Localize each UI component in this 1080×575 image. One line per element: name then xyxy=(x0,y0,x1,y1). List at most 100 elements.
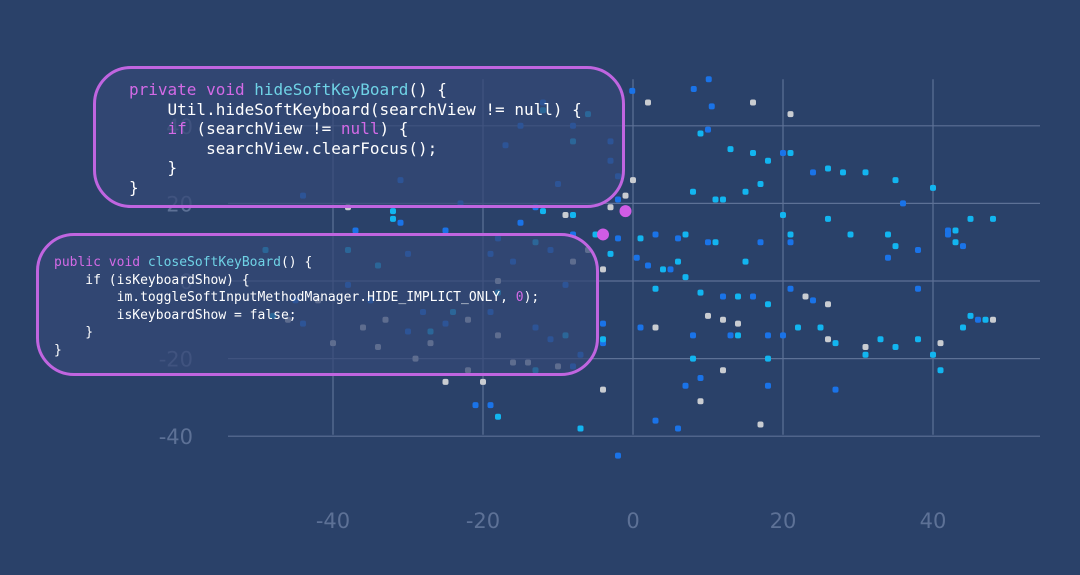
data-point xyxy=(629,87,636,94)
data-point xyxy=(750,99,756,106)
data-point xyxy=(750,149,756,156)
data-point xyxy=(652,231,659,238)
data-point xyxy=(652,285,659,292)
data-point xyxy=(930,184,936,191)
data-point xyxy=(697,398,704,405)
data-point xyxy=(697,375,704,381)
data-point xyxy=(615,452,621,459)
data-point xyxy=(727,332,734,339)
data-point xyxy=(757,421,764,428)
code-text: ); xyxy=(523,290,540,305)
data-point xyxy=(840,169,846,176)
data-point xyxy=(540,208,546,215)
data-point xyxy=(765,382,771,389)
data-point xyxy=(780,212,786,219)
code-number: 0 xyxy=(515,290,524,305)
data-point xyxy=(900,200,906,207)
data-point xyxy=(810,297,816,304)
data-point xyxy=(967,215,974,222)
data-point xyxy=(787,239,794,246)
data-point xyxy=(570,212,576,219)
data-point xyxy=(690,188,696,195)
code-box-hide-soft-keyboard xyxy=(93,66,625,208)
data-point xyxy=(810,169,816,176)
data-point xyxy=(637,235,644,242)
data-point xyxy=(697,289,704,296)
data-point xyxy=(720,316,726,323)
code-keyword: private void xyxy=(129,80,255,99)
data-point xyxy=(930,351,936,358)
code-text xyxy=(129,119,168,138)
data-point xyxy=(787,231,794,238)
data-point xyxy=(952,239,959,246)
data-point xyxy=(577,425,584,432)
x-tick-label: 0 xyxy=(626,509,639,533)
data-point xyxy=(727,146,734,153)
data-point xyxy=(630,177,636,184)
data-point xyxy=(633,254,640,261)
code-line: private void hideSoftKeyBoard() { xyxy=(129,80,447,99)
data-point xyxy=(862,351,869,358)
data-point xyxy=(705,126,711,133)
data-point xyxy=(600,336,606,343)
data-point xyxy=(795,324,801,331)
data-point xyxy=(862,343,869,350)
data-point xyxy=(472,402,479,409)
data-point xyxy=(442,227,449,234)
data-point xyxy=(847,231,854,238)
code-line: im.toggleSoftInputMethodManager.HIDE_IMP… xyxy=(54,290,540,305)
code-function-name: closeSoftKeyBoard xyxy=(147,255,281,270)
data-point xyxy=(645,99,651,106)
data-point xyxy=(615,196,621,203)
highlight-marker xyxy=(597,228,609,241)
data-point xyxy=(720,196,726,203)
data-point xyxy=(622,192,629,199)
data-point xyxy=(787,149,794,156)
data-point xyxy=(885,231,891,238)
x-tick-label: -40 xyxy=(316,509,350,533)
data-point xyxy=(735,293,741,300)
data-point xyxy=(607,204,614,211)
data-point xyxy=(600,320,606,327)
data-point xyxy=(892,177,899,184)
data-point xyxy=(615,235,621,242)
data-point xyxy=(397,219,404,226)
code-line: if (isKeyboardShow) { xyxy=(54,272,250,288)
data-point xyxy=(825,336,831,343)
code-keyword: null xyxy=(340,119,380,138)
data-point xyxy=(937,340,944,347)
code-text: ) { xyxy=(379,119,409,138)
data-point xyxy=(480,378,486,385)
data-point xyxy=(757,239,764,246)
code-text: (searchView != xyxy=(186,119,341,138)
data-point xyxy=(487,402,494,409)
data-point xyxy=(562,212,569,219)
x-tick-label: -20 xyxy=(466,509,500,533)
code-line: if (searchView != null) { xyxy=(129,119,409,138)
data-point xyxy=(750,293,756,300)
data-point xyxy=(885,254,891,261)
code-text: () { xyxy=(408,80,447,99)
data-point xyxy=(892,243,899,250)
data-point xyxy=(825,301,831,308)
data-point xyxy=(690,85,697,92)
data-point xyxy=(967,312,974,319)
data-point xyxy=(892,343,899,350)
data-point xyxy=(945,231,951,238)
data-point xyxy=(600,266,606,273)
data-point xyxy=(765,355,771,362)
code-box-close-soft-keyboard xyxy=(36,233,599,376)
data-point xyxy=(708,103,715,110)
data-point xyxy=(712,196,719,203)
data-point xyxy=(600,386,606,393)
data-point xyxy=(352,227,359,234)
data-point xyxy=(780,332,786,339)
data-point xyxy=(712,239,719,246)
data-point xyxy=(915,285,921,292)
data-point xyxy=(915,336,921,343)
data-point xyxy=(825,165,831,172)
data-point xyxy=(765,157,771,164)
data-point xyxy=(682,231,689,238)
